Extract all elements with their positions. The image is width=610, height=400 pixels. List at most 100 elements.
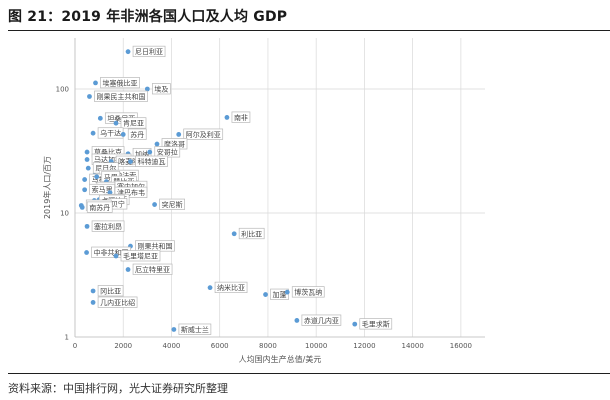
data-point (84, 223, 90, 229)
data-point (97, 115, 103, 121)
data-label-box (100, 77, 140, 89)
x-tick-label: 10000 (305, 342, 327, 350)
data-label: 尼日尔 (95, 164, 116, 173)
data-point (90, 130, 96, 136)
x-tick-label: 0 (73, 342, 77, 350)
data-point-group: 津巴布韦 (107, 186, 148, 198)
data-label-box (183, 128, 224, 140)
data-point-group: 苏丹 (120, 128, 147, 140)
data-point (154, 141, 160, 147)
data-label: 纳米比亚 (217, 283, 245, 292)
data-label-box (127, 128, 147, 140)
data-label-callout: 刚果民主共和国 (94, 90, 148, 102)
data-label-box (152, 83, 171, 95)
data-label-box (120, 117, 147, 129)
data-point (284, 289, 290, 295)
data-label-callout: 埃及 (152, 83, 171, 95)
data-label-callout: 津巴布韦 (114, 186, 148, 198)
data-point-group: 刚果民主共和国 (87, 90, 148, 102)
data-point-group: 赤道几内亚 (294, 314, 342, 326)
data-label: 阿尔及利亚 (186, 130, 221, 139)
data-label: 塞内加尔 (117, 182, 145, 191)
data-label: 莫桑比克 (94, 148, 122, 157)
data-point (87, 94, 92, 99)
data-point (82, 187, 88, 193)
data-point-group: 南非 (224, 111, 251, 123)
data-label: 突尼斯 (162, 200, 183, 209)
data-point-group: 南苏丹 (79, 201, 113, 213)
data-label-callout: 毛里求斯 (359, 318, 393, 330)
data-point (125, 267, 131, 272)
data-label: 斯威士兰 (181, 325, 209, 334)
data-label-box (359, 318, 393, 330)
data-label-box (301, 314, 342, 326)
data-label-callout: 几内亚比绍 (97, 296, 138, 308)
data-point (93, 80, 98, 86)
data-label: 贝宁 (111, 200, 125, 209)
data-label: 安哥拉 (157, 148, 178, 157)
data-point-group: 塞拉利昂 (84, 220, 125, 232)
data-point-group: 安哥拉 (147, 146, 181, 158)
data-label-callout: 肯尼亚 (120, 117, 147, 129)
data-label-box (120, 250, 161, 262)
x-axis-title: 人均国内生产总值/美元 (239, 354, 322, 364)
data-label: 马里 (104, 173, 118, 181)
x-tick-label: 16000 (450, 342, 472, 350)
data-label-box (132, 263, 173, 275)
data-label-box (94, 90, 148, 102)
data-label: 加蓬 (273, 290, 287, 299)
data-label-box (214, 281, 248, 294)
figure-title: 图 21：2019 年非洲各国人口及人均 GDP (8, 9, 288, 25)
data-label: 津巴布韦 (117, 188, 145, 197)
y-tick-label: 10 (60, 210, 69, 218)
x-tick-label: 4000 (163, 342, 181, 350)
data-point-group: 毛里求斯 (352, 318, 393, 330)
data-point-group: 埃塞俄比亚 (93, 77, 140, 89)
data-label-box (86, 201, 113, 213)
data-point (82, 177, 88, 182)
data-point (352, 321, 358, 327)
data-point (84, 250, 89, 255)
y-tick-label: 100 (56, 86, 69, 94)
data-label: 摩洛哥 (164, 140, 185, 149)
data-label-callout: 斯威士兰 (178, 323, 212, 335)
data-point-group: 阿尔及利亚 (176, 128, 224, 140)
data-point-group: 加蓬 (263, 288, 289, 300)
data-point-group: 尼日利亚 (125, 45, 166, 58)
data-point-group: 埃及 (144, 83, 171, 95)
data-point (125, 49, 131, 55)
source-note: 资料来源：中国排行网，光大证券研究所整理 (8, 382, 228, 395)
data-point (152, 202, 157, 207)
data-label: 赤道几内亚 (304, 316, 339, 325)
data-label-callout: 塞拉利昂 (91, 220, 125, 232)
data-point-group: 刚果共和国 (128, 240, 175, 252)
data-label-box (159, 198, 185, 210)
data-label: 肯尼亚 (123, 119, 144, 128)
data-label: 科特迪瓦 (137, 157, 165, 166)
data-label-callout: 苏丹 (127, 128, 147, 140)
data-label-callout: 加蓬 (270, 288, 289, 300)
data-label-callout: 科特迪瓦 (135, 155, 168, 167)
data-label-callout: 厄立特里亚 (132, 263, 173, 275)
data-point (85, 165, 91, 171)
data-point-group: 厄立特里亚 (125, 263, 173, 275)
x-tick-label: 14000 (402, 342, 424, 350)
data-point-group: 博茨瓦纳 (284, 286, 325, 298)
data-label: 加纳 (135, 149, 149, 158)
x-tick-label: 2000 (114, 342, 132, 350)
title-rule (8, 30, 610, 31)
data-point (144, 86, 150, 92)
data-point-group: 科特迪瓦 (128, 155, 168, 167)
data-label: 利比亚 (241, 229, 262, 238)
data-label-box (270, 288, 289, 300)
data-label-callout: 赤道几内亚 (301, 314, 342, 326)
data-point (79, 204, 85, 210)
data-label-callout: 南苏丹 (86, 201, 113, 213)
y-tick-label: 1 (65, 334, 69, 342)
data-point (84, 157, 90, 162)
data-point-group: 斯威士兰 (171, 323, 212, 335)
data-label: 乌干达 (100, 129, 121, 138)
data-label: 厄立特里亚 (135, 265, 170, 274)
data-point (90, 288, 96, 294)
